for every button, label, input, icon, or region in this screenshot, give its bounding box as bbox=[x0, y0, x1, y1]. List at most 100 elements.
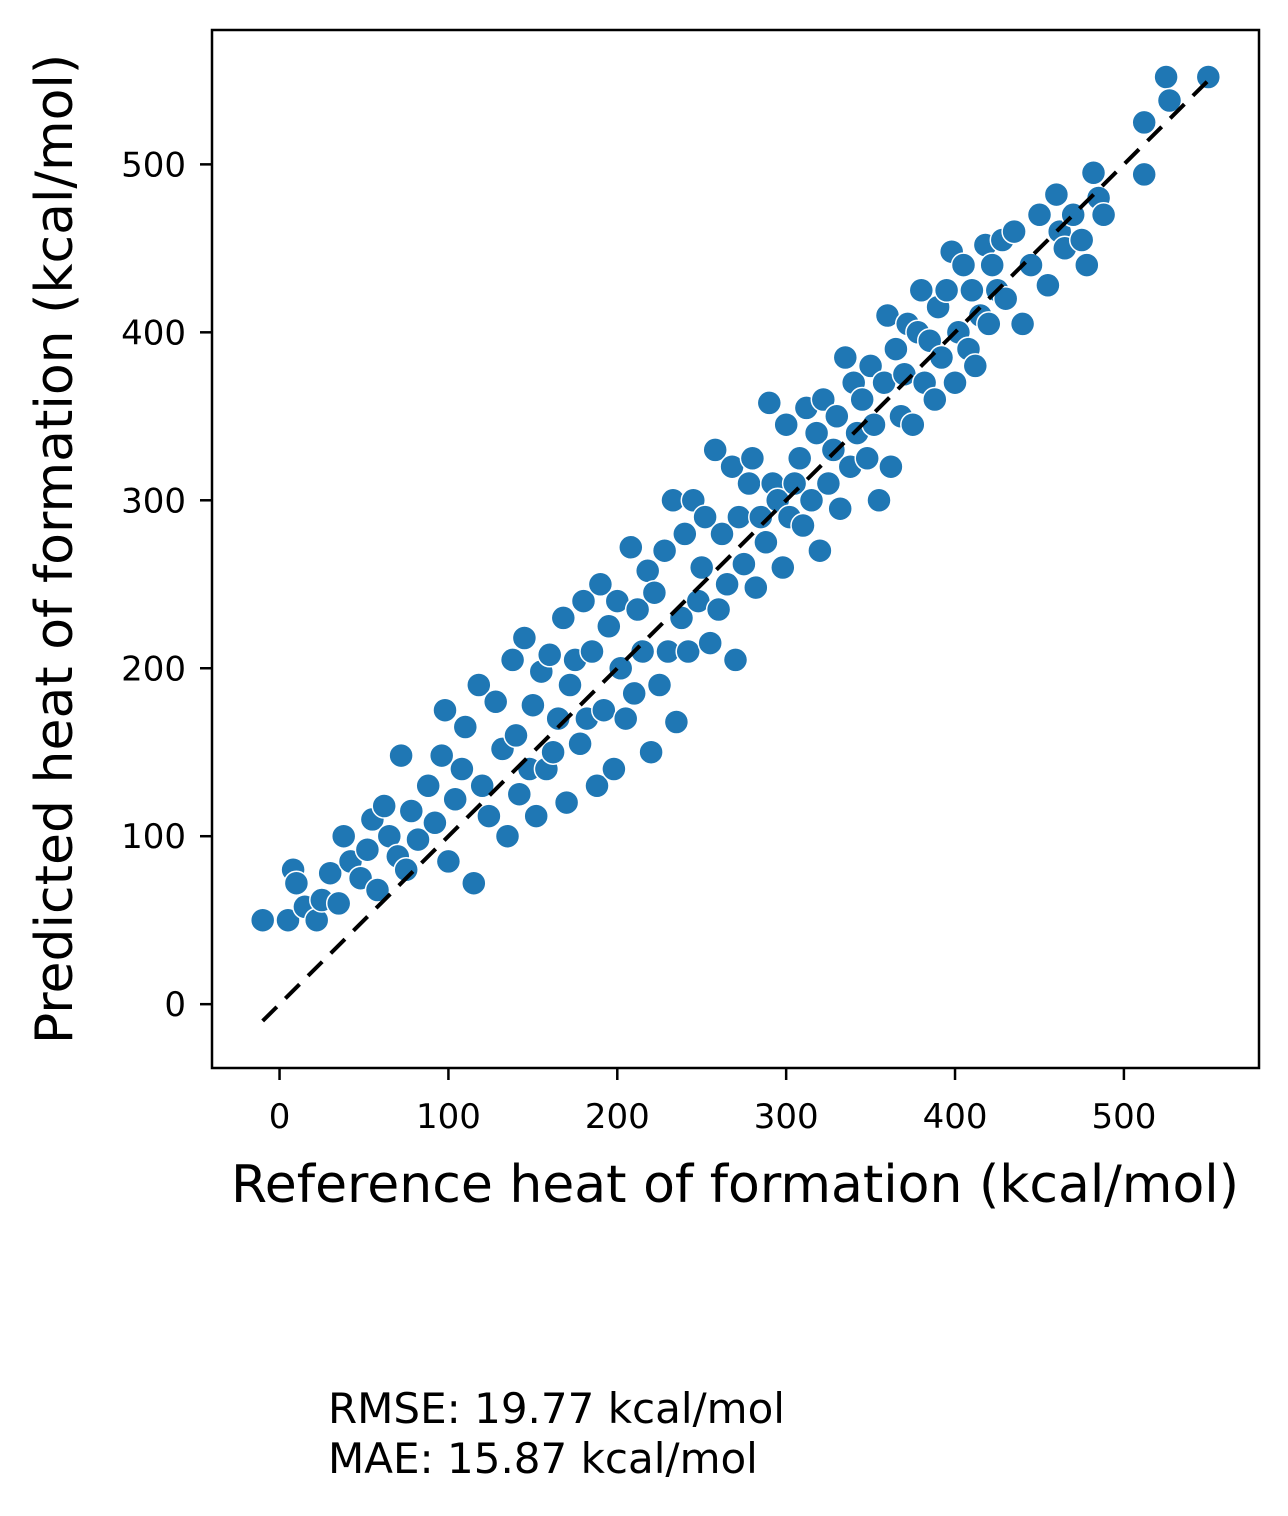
data-point bbox=[275, 907, 301, 933]
data-point bbox=[672, 521, 698, 547]
data-point bbox=[545, 705, 571, 732]
data-point bbox=[499, 647, 526, 673]
data-point bbox=[607, 655, 634, 682]
data-point bbox=[815, 470, 842, 497]
data-point bbox=[523, 803, 549, 829]
data-point bbox=[781, 470, 808, 497]
data-point bbox=[832, 344, 859, 371]
data-point bbox=[663, 709, 690, 735]
y-axis-label: Predicted heat of formation (kcal/mol) bbox=[25, 54, 85, 1044]
data-point bbox=[820, 437, 847, 463]
data-point bbox=[520, 692, 546, 718]
data-point bbox=[330, 823, 357, 849]
data-point bbox=[283, 870, 310, 896]
data-point bbox=[506, 781, 533, 807]
data-point bbox=[1153, 64, 1179, 90]
data-point bbox=[629, 638, 656, 665]
data-point bbox=[624, 596, 651, 623]
data-point bbox=[1026, 202, 1053, 228]
data-point bbox=[688, 554, 715, 581]
data-point bbox=[743, 574, 769, 601]
data-point bbox=[992, 285, 1019, 312]
mae-text: MAE: 15.87 kcal/mol bbox=[328, 1434, 758, 1483]
data-point bbox=[364, 877, 391, 903]
data-point bbox=[675, 638, 701, 665]
rmse-text: RMSE: 19.77 kcal/mol bbox=[328, 1384, 785, 1433]
data-point bbox=[1074, 252, 1100, 278]
data-point bbox=[601, 756, 627, 782]
data-point bbox=[1131, 109, 1157, 136]
data-point bbox=[739, 445, 766, 472]
data-point bbox=[567, 731, 593, 757]
data-point bbox=[422, 810, 448, 836]
y-tick-label: 300 bbox=[121, 481, 186, 521]
y-tick-label: 400 bbox=[121, 313, 186, 353]
data-point bbox=[922, 386, 948, 413]
data-point bbox=[1131, 161, 1157, 188]
data-point bbox=[878, 453, 904, 480]
data-point bbox=[540, 739, 566, 765]
data-point bbox=[900, 411, 926, 438]
data-point bbox=[591, 697, 617, 723]
data-point bbox=[371, 793, 397, 819]
data-point bbox=[1156, 87, 1183, 114]
data-point bbox=[803, 420, 830, 446]
data-point bbox=[714, 571, 740, 598]
x-tick-label: 200 bbox=[585, 1097, 650, 1137]
x-tick-label: 300 bbox=[754, 1097, 819, 1137]
data-point bbox=[432, 697, 458, 723]
points-layer bbox=[249, 64, 1222, 933]
data-point bbox=[928, 344, 955, 371]
data-point bbox=[1035, 272, 1061, 299]
data-point bbox=[933, 277, 960, 304]
data-point bbox=[449, 756, 475, 782]
data-point bbox=[1068, 227, 1095, 253]
data-point bbox=[827, 495, 853, 522]
data-point bbox=[883, 336, 909, 362]
y-axis-ticks: 0 100 200 300 400 500 bbox=[121, 145, 212, 1025]
x-tick-label: 100 bbox=[416, 1097, 481, 1137]
data-point bbox=[596, 613, 622, 640]
data-point bbox=[1001, 218, 1027, 245]
data-point bbox=[726, 504, 752, 530]
data-point bbox=[494, 823, 521, 849]
x-axis-ticks: 0 100 200 300 400 500 bbox=[269, 1068, 1156, 1137]
x-axis-label: Reference heat of formation (kcal/mol) bbox=[231, 1155, 1239, 1215]
data-point bbox=[476, 803, 502, 829]
plot-area-frame bbox=[210, 28, 1261, 1070]
data-point bbox=[748, 504, 774, 530]
data-point bbox=[861, 411, 887, 438]
data-point bbox=[786, 445, 813, 472]
data-point bbox=[959, 277, 985, 304]
data-point bbox=[753, 529, 779, 556]
data-point bbox=[388, 742, 414, 769]
data-point bbox=[979, 252, 1005, 278]
data-point bbox=[428, 742, 455, 769]
data-point bbox=[641, 579, 668, 606]
data-point bbox=[1009, 311, 1036, 337]
data-point bbox=[452, 714, 479, 740]
data-point bbox=[579, 638, 605, 665]
data-point bbox=[770, 554, 796, 581]
data-point bbox=[442, 786, 468, 813]
data-point bbox=[702, 437, 728, 463]
data-point bbox=[325, 890, 352, 917]
data-point bbox=[807, 537, 833, 564]
data-point bbox=[435, 848, 462, 875]
data-point bbox=[1043, 181, 1070, 208]
x-tick-label: 0 bbox=[269, 1097, 291, 1137]
data-point bbox=[790, 512, 816, 539]
y-tick-label: 0 bbox=[164, 985, 186, 1025]
data-point bbox=[1195, 64, 1222, 90]
data-point bbox=[634, 558, 661, 584]
data-point bbox=[536, 642, 563, 668]
data-point bbox=[646, 672, 673, 698]
data-point bbox=[553, 789, 580, 816]
x-tick-label: 400 bbox=[923, 1097, 988, 1137]
data-point bbox=[612, 705, 639, 732]
data-point bbox=[866, 487, 892, 514]
data-point bbox=[722, 647, 749, 673]
y-tick-label: 200 bbox=[121, 649, 186, 689]
data-point bbox=[705, 596, 732, 623]
data-point bbox=[810, 386, 837, 413]
